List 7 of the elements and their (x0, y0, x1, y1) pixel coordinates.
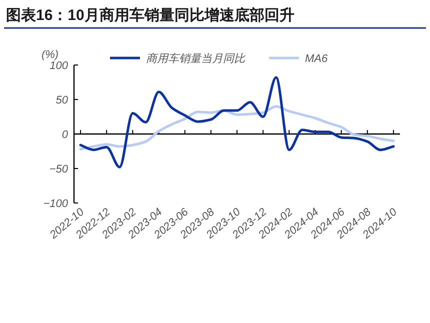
ytick: 50 (56, 94, 68, 106)
ytick: −50 (49, 164, 68, 176)
ytick: 0 (62, 129, 68, 141)
ytick: −100 (43, 198, 68, 210)
ylabel: (%) (41, 49, 59, 61)
title: 图表16：10月商用车销量同比增速底部回升 (6, 7, 294, 24)
ytick: 100 (50, 60, 68, 72)
